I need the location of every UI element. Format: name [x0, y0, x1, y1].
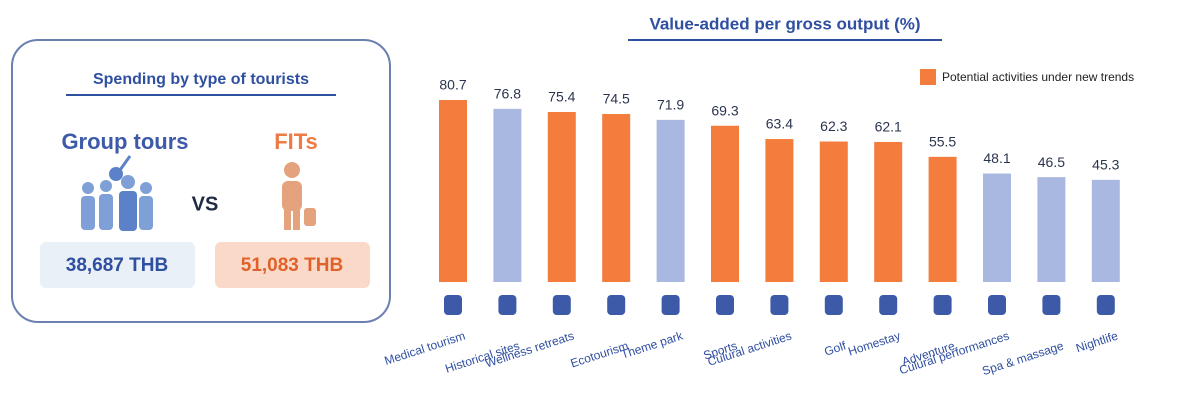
group-label: Group tours: [61, 129, 188, 154]
category-label: Nightlife: [1074, 328, 1120, 355]
bar: [819, 141, 848, 282]
bar: [874, 141, 903, 282]
value-label: 48.1: [983, 150, 1010, 166]
icon-shape: [988, 295, 1006, 315]
group-value: 38,687 THB: [66, 255, 168, 276]
fit-icon: [282, 162, 316, 230]
value-label: 62.3: [820, 118, 847, 134]
icon-shape: [1042, 295, 1061, 315]
category-icon: [1042, 295, 1061, 315]
value-label: 71.9: [657, 97, 684, 113]
value-label: 80.7: [439, 77, 466, 93]
value-label: 74.5: [603, 91, 630, 107]
category-label: Homestay: [846, 329, 902, 359]
category-icon: [716, 295, 734, 315]
icon-shape: [770, 295, 789, 315]
category-icon: [661, 295, 680, 315]
value-label: 75.4: [548, 89, 575, 105]
legend-swatch: [920, 69, 936, 85]
legend-label: Potential activities under new trends: [942, 70, 1134, 84]
icon-shape: [607, 295, 626, 315]
icon-shape: [716, 295, 734, 315]
fit-label: FITs: [274, 129, 318, 154]
panel-title: Spending by type of tourists: [93, 71, 309, 88]
category-icon: [824, 295, 843, 315]
icon-shape: [824, 295, 843, 315]
category-label: Golf: [822, 338, 848, 358]
bar: [983, 173, 1011, 282]
bar: [711, 125, 739, 282]
value-label: 62.1: [875, 119, 902, 135]
icon-shape: [444, 295, 462, 315]
category-icon: [552, 295, 571, 315]
category-icon: [879, 295, 898, 315]
category-icon: [770, 295, 789, 315]
bar: [439, 100, 467, 282]
chart-title: Value-added per gross output (%): [649, 14, 920, 33]
fit-value-box: [215, 242, 370, 288]
bar: [1091, 179, 1120, 282]
icon-shape: [498, 295, 517, 315]
category-label: Theme park: [619, 328, 685, 361]
category-icon: [1096, 295, 1115, 315]
bar: [1037, 177, 1066, 282]
category-icon: [444, 295, 462, 315]
group-icon: [81, 155, 153, 231]
bar: [547, 111, 576, 283]
category-icon: [607, 295, 626, 315]
value-label: 55.5: [929, 134, 956, 150]
value-label: 45.3: [1092, 157, 1119, 173]
icon-shape: [661, 295, 680, 315]
category-icon: [988, 295, 1006, 315]
bar: [765, 139, 794, 282]
category-icon: [933, 295, 952, 315]
value-label: 69.3: [711, 102, 738, 118]
icon-shape: [879, 295, 898, 315]
value-label: 76.8: [494, 86, 521, 102]
value-label: 63.4: [766, 116, 793, 132]
bar: [928, 156, 957, 282]
vs-label: VS: [192, 193, 219, 215]
bar: [493, 108, 522, 282]
fit-value: 51,083 THB: [241, 255, 343, 276]
group-value-box: [40, 242, 195, 288]
icon-shape: [1096, 295, 1115, 315]
icon-shape: [933, 295, 952, 315]
value-label: 46.5: [1038, 154, 1065, 170]
category-icon: [498, 295, 517, 315]
bar: [602, 114, 631, 282]
icon-shape: [552, 295, 571, 315]
bar: [656, 119, 685, 282]
